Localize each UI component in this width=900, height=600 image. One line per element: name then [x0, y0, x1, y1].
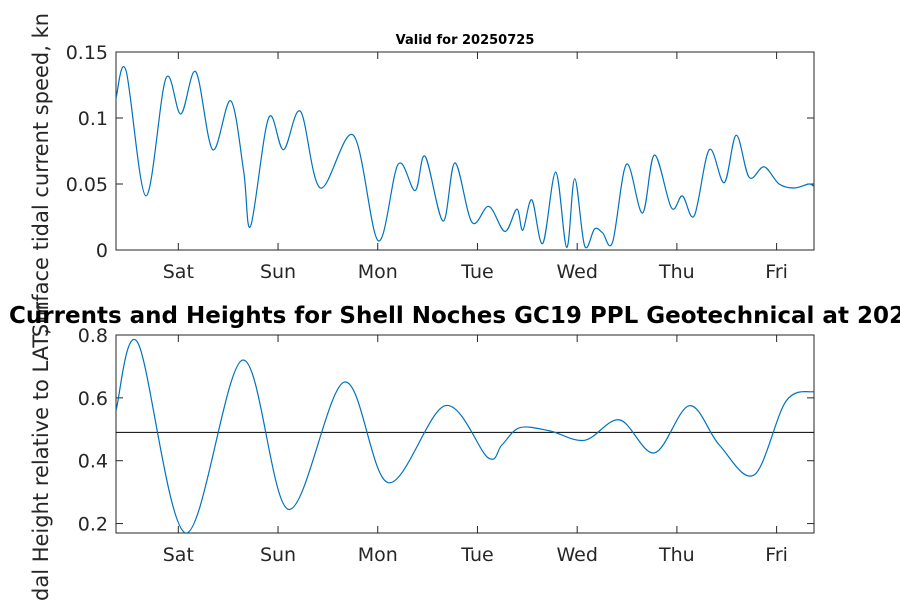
tidal-height-xtick-label: Fri: [765, 544, 788, 566]
tidal-height-plot-frame: [115, 334, 815, 534]
current-speed-xtick-label: Thu: [658, 261, 695, 283]
tidal-height-panel: 0.2 0.4 0.6 0.8 Sat Sun Mon Tue Wed Thu Fri: [78, 325, 815, 566]
current-speed-xtick-label: Wed: [556, 261, 597, 283]
current-speed-ylabel: Surface tidal current speed, kn: [29, 13, 53, 337]
tidal-height-ytick-label: 0.6: [78, 388, 108, 410]
valid-date-title: Valid for 20250725: [396, 33, 535, 48]
current-speed-series-line: [116, 66, 814, 249]
tidal-height-xtick-label: Thu: [658, 544, 695, 566]
current-speed-ytick-label: 0.15: [66, 42, 108, 64]
tidal-height-series-line: [116, 338, 814, 533]
current-speed-xtick-label: Mon: [358, 261, 398, 283]
tidal-height-xtick-label: Mon: [358, 544, 398, 566]
current-speed-ytick-label: 0: [96, 240, 108, 262]
current-speed-xtick-label: Sat: [163, 261, 194, 283]
tidal-height-ytick-label: 0.8: [78, 325, 108, 347]
current-speed-xtick-label: Sun: [260, 261, 296, 283]
tidal-height-xtick-label: Sat: [163, 544, 194, 566]
tidal-height-ytick-label: 0.2: [78, 514, 108, 536]
current-speed-plot-frame: [115, 51, 815, 251]
figure-title: Currents and Heights for Shell Noches GC…: [9, 303, 900, 329]
tidal-height-xtick-label: Sun: [260, 544, 296, 566]
tidal-height-ytick-label: 0.4: [78, 451, 108, 473]
current-speed-xtick-label: Tue: [460, 261, 493, 283]
tidal-height-xtick-label: Tue: [460, 544, 493, 566]
current-speed-ytick-label: 0.1: [78, 108, 108, 130]
current-speed-xtick-label: Fri: [765, 261, 788, 283]
tidal-height-xtick-label: Wed: [556, 544, 597, 566]
current-speed-ytick-label: 0.05: [66, 174, 108, 196]
current-speed-panel: 0 0.05 0.1 0.15 Sat Sun Mon Tue Wed Thu Fri: [66, 42, 815, 283]
tidal-height-ylabel: Tidal Height relative to LAT, m: [29, 301, 53, 600]
